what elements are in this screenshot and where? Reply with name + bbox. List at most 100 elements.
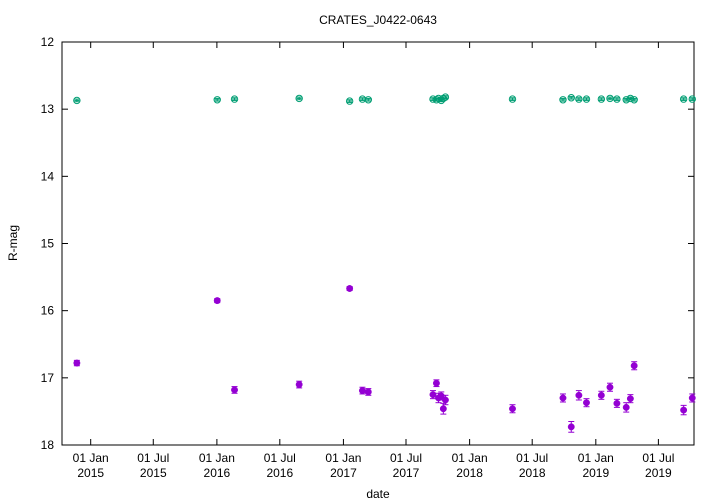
marker xyxy=(345,97,354,105)
marker xyxy=(295,94,303,103)
y-tick-label: 16 xyxy=(41,304,55,318)
marker xyxy=(509,405,516,413)
marker xyxy=(441,93,450,101)
data-point xyxy=(231,386,238,394)
marker xyxy=(597,95,606,103)
data-point xyxy=(575,390,583,401)
y-tick-label: 18 xyxy=(41,438,55,452)
x-tick-label: 01 Jan xyxy=(578,451,614,465)
marker xyxy=(364,388,372,396)
data-point xyxy=(358,386,366,395)
marker xyxy=(358,387,366,395)
x-tick-label: 01 Jul xyxy=(137,451,169,465)
data-point xyxy=(230,95,239,103)
marker xyxy=(583,399,590,407)
x-tick-label: 01 Jan xyxy=(73,451,109,465)
marker xyxy=(679,95,688,103)
x-tick-label-year: 2017 xyxy=(393,466,420,480)
marker xyxy=(432,379,440,387)
data-point xyxy=(606,94,614,103)
x-tick-label: 01 Jul xyxy=(516,451,548,465)
marker xyxy=(364,96,373,104)
data-point xyxy=(559,393,567,403)
marker xyxy=(295,381,303,388)
x-tick-label-year: 2017 xyxy=(330,466,357,480)
y-axis-label: R-mag xyxy=(6,225,20,261)
data-point xyxy=(622,402,630,413)
marker xyxy=(73,359,81,367)
marker xyxy=(567,423,575,431)
y-tick-label: 14 xyxy=(41,169,55,183)
data-point xyxy=(680,404,688,416)
data-point xyxy=(295,94,303,103)
y-tick-label: 13 xyxy=(41,102,55,116)
chart-title: CRATES_J0422-0643 xyxy=(319,13,437,27)
data-point xyxy=(606,382,614,392)
x-tick-label-year: 2016 xyxy=(204,466,231,480)
marker xyxy=(73,96,81,105)
x-tick-label-year: 2015 xyxy=(140,466,167,480)
marker xyxy=(346,285,354,292)
plot-frame xyxy=(61,41,695,446)
marker xyxy=(630,96,638,104)
y-axis: 12 13 14 15 16 17 18 xyxy=(41,35,694,452)
data-point xyxy=(626,394,634,404)
data-point xyxy=(346,285,354,292)
data-point xyxy=(508,95,517,103)
marker xyxy=(597,391,605,399)
data-point xyxy=(509,404,516,414)
y-tick-label: 17 xyxy=(41,371,55,385)
marker xyxy=(230,95,239,103)
data-point xyxy=(345,97,354,105)
y-tick-label: 12 xyxy=(41,35,55,49)
data-point xyxy=(73,96,81,105)
marker xyxy=(575,391,583,399)
data-point xyxy=(213,297,221,305)
data-point xyxy=(432,379,440,388)
data-point xyxy=(688,95,696,103)
marker xyxy=(559,394,567,402)
marker xyxy=(582,95,591,103)
data-point xyxy=(582,95,591,103)
marker xyxy=(575,95,583,103)
marker xyxy=(680,406,688,414)
x-tick-label-year: 2018 xyxy=(519,466,546,480)
data-point xyxy=(622,96,630,104)
data-point xyxy=(295,380,303,389)
data-point xyxy=(567,94,575,102)
x-axis-label: date xyxy=(366,487,390,501)
data-point xyxy=(597,390,605,400)
x-tick-label: 01 Jan xyxy=(199,451,235,465)
marker xyxy=(626,395,634,403)
marker xyxy=(213,96,221,104)
data-point xyxy=(630,361,638,371)
marker xyxy=(508,95,517,103)
y-tick-label: 15 xyxy=(41,237,55,251)
marker xyxy=(429,391,437,399)
data-point xyxy=(688,393,696,403)
x-tick-label: 01 Jul xyxy=(264,451,296,465)
data-point xyxy=(441,394,449,406)
marker xyxy=(606,94,614,103)
marker xyxy=(441,396,449,404)
x-tick-label-year: 2019 xyxy=(582,466,609,480)
marker xyxy=(437,392,445,400)
x-tick-label: 01 Jan xyxy=(325,451,361,465)
data-point xyxy=(583,398,590,408)
data-point xyxy=(441,93,450,101)
data-point xyxy=(679,95,688,103)
marker xyxy=(613,95,621,103)
x-tick-label-year: 2015 xyxy=(77,466,104,480)
data-point xyxy=(630,96,638,104)
data-point xyxy=(358,95,367,103)
marker xyxy=(613,399,621,407)
x-tick-label-year: 2016 xyxy=(266,466,293,480)
marker xyxy=(630,362,638,370)
marker xyxy=(439,405,447,413)
x-tick-label: 01 Jan xyxy=(452,451,488,465)
data-series xyxy=(73,93,696,433)
series-0 xyxy=(73,93,696,105)
marker xyxy=(688,394,696,402)
